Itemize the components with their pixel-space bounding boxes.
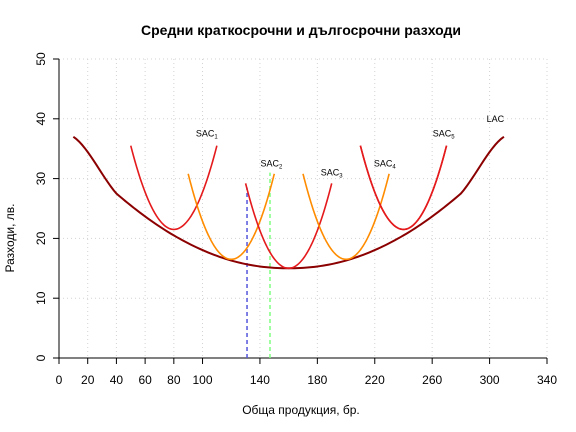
- sac-label: SAC3: [321, 168, 344, 180]
- y-tick-label: 50: [34, 52, 48, 66]
- x-tick-label: 140: [250, 373, 270, 387]
- y-tick-label: 30: [34, 172, 48, 186]
- sac-curve: [244, 183, 333, 270]
- grid: [58, 58, 548, 359]
- sac-label: SAC1: [196, 129, 219, 141]
- x-tick-label: 60: [138, 373, 152, 387]
- x-tick-label: 180: [307, 373, 327, 387]
- lac-label: LAC: [487, 114, 505, 124]
- y-axis-label: Разходи, лв.: [3, 203, 17, 272]
- sac-curve: [187, 173, 276, 261]
- sac-curve: [302, 173, 390, 261]
- curve-labels: SAC1 SAC2 SAC3 SAC4 SAC5 LAC: [196, 114, 505, 180]
- x-tick-label: 300: [480, 373, 500, 387]
- cost-curves: [72, 135, 505, 270]
- sac-curve: [129, 145, 218, 231]
- x-tick-label: 0: [56, 373, 63, 387]
- axes: 0 20 40 60 80 100 140 180 220 260 300 340 0 10 20 30 40 5…: [34, 52, 557, 387]
- chart-title: Средни краткосрочни и дългосрочни разход…: [141, 22, 461, 38]
- x-tick-label: 340: [537, 373, 557, 387]
- x-tick-label: 260: [422, 373, 442, 387]
- x-axis-label: Обща продукция, бр.: [242, 403, 360, 417]
- x-tick-label: 220: [365, 373, 385, 387]
- reference-lines: [246, 172, 271, 358]
- y-tick-label: 20: [34, 231, 48, 245]
- x-tick-label: 40: [110, 373, 124, 387]
- x-tick-label: 100: [193, 373, 213, 387]
- x-tick-label: 20: [81, 373, 95, 387]
- sac-curve: [359, 145, 448, 231]
- sac-label: SAC2: [260, 159, 283, 171]
- y-tick-label: 0: [34, 354, 48, 361]
- sac-label: SAC4: [374, 159, 397, 171]
- x-tick-label: 80: [167, 373, 181, 387]
- y-tick-label: 10: [34, 291, 48, 305]
- lac-curve: [72, 135, 505, 270]
- sac-label: SAC5: [433, 129, 456, 141]
- y-tick-label: 40: [34, 112, 48, 126]
